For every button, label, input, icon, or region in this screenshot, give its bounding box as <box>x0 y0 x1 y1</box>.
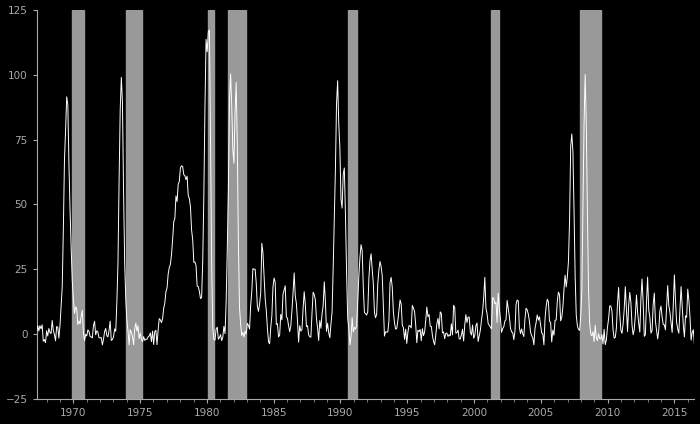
Bar <box>491 10 498 399</box>
Bar <box>125 10 142 399</box>
Bar <box>228 10 246 399</box>
Bar <box>72 10 85 399</box>
Bar <box>580 10 601 399</box>
Bar <box>349 10 357 399</box>
Bar <box>208 10 213 399</box>
